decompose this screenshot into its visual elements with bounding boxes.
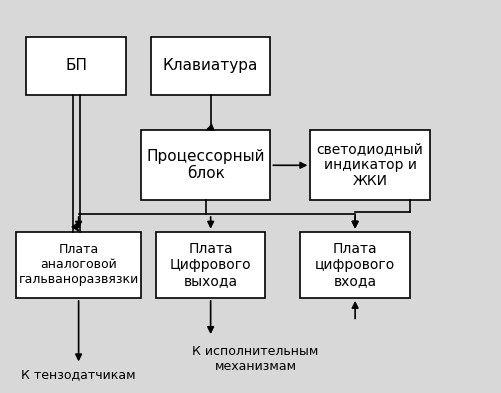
Text: БП: БП <box>65 58 87 73</box>
Text: Клавиатура: Клавиатура <box>163 58 259 73</box>
FancyBboxPatch shape <box>310 130 430 200</box>
FancyBboxPatch shape <box>151 37 271 95</box>
FancyBboxPatch shape <box>141 130 271 200</box>
Text: светодиодный
индикатор и
ЖКИ: светодиодный индикатор и ЖКИ <box>317 142 423 189</box>
Text: Плата
аналоговой
гальваноразвязки: Плата аналоговой гальваноразвязки <box>19 243 139 286</box>
FancyBboxPatch shape <box>156 231 266 298</box>
Text: Плата
Цифрового
выхода: Плата Цифрового выхода <box>170 242 252 288</box>
FancyBboxPatch shape <box>300 231 410 298</box>
FancyBboxPatch shape <box>17 231 141 298</box>
Text: К исполнительным
механизмам: К исполнительным механизмам <box>192 345 319 373</box>
Text: Плата
цифрового
входа: Плата цифрового входа <box>315 242 395 288</box>
FancyBboxPatch shape <box>26 37 126 95</box>
Text: К тензодатчикам: К тензодатчикам <box>22 368 136 381</box>
Text: Процессорный
блок: Процессорный блок <box>146 149 265 182</box>
